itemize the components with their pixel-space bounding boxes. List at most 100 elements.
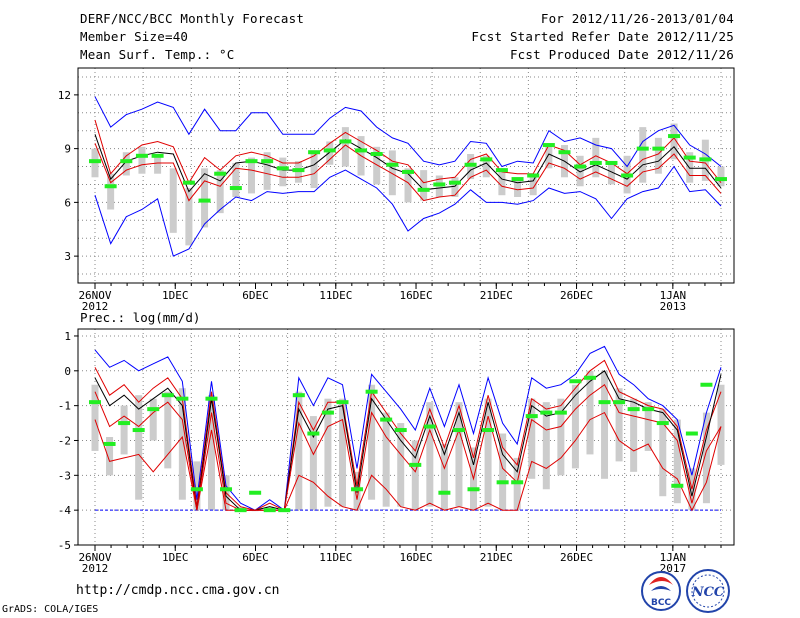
plot-frame (77, 328, 735, 546)
spread-bar (670, 123, 678, 160)
y-tick-label: -1 (58, 400, 71, 413)
spread-bar (557, 398, 565, 476)
observed-marker (249, 490, 262, 495)
observed-marker (699, 157, 712, 162)
observed-marker (278, 508, 291, 513)
observed-marker (135, 153, 148, 158)
spread-bar (106, 437, 114, 476)
observed-marker (668, 134, 681, 139)
observed-marker (482, 428, 495, 433)
y-tick-label: 0 (64, 365, 71, 378)
observed-marker (89, 400, 101, 405)
spread-bar (138, 146, 146, 174)
plot-frame (77, 67, 735, 284)
x-tick-label: 1JAN (660, 289, 687, 302)
observed-marker (176, 396, 189, 401)
x-tick-label: 26DEC (560, 289, 593, 302)
observed-marker (569, 379, 582, 384)
spread-bar (702, 412, 710, 504)
x-tick-label: 21DEC (480, 551, 513, 564)
observed-marker (496, 480, 509, 485)
spread-bar (338, 398, 346, 507)
observed-marker (104, 184, 117, 189)
spread-bar (120, 405, 128, 455)
x-tick-label: 21DEC (480, 289, 513, 302)
spread-bar (717, 384, 725, 465)
spread-bar (717, 166, 725, 187)
bcc-logo-text: BCC (651, 598, 671, 608)
y-tick-label: 1 (64, 330, 71, 343)
series-upper-line (94, 119, 722, 184)
spread-bar (514, 177, 522, 197)
observed-marker (627, 407, 640, 412)
spread-bar (659, 409, 667, 497)
series-lower-line (94, 383, 722, 511)
spread-bar (654, 137, 662, 174)
observed-marker (656, 421, 669, 426)
observed-marker (120, 159, 133, 164)
spread-bar (248, 157, 255, 194)
observed-marker (214, 171, 227, 176)
chart-title: DERF/NCC/BCC Monthly Forecast (80, 11, 305, 26)
series-max-line (94, 96, 722, 168)
grads-credit: GrADS: COLA/IGES (2, 604, 99, 615)
observed-marker (464, 162, 477, 167)
spread-bar (341, 127, 349, 167)
observed-marker (700, 382, 713, 387)
observed-marker (480, 157, 493, 162)
observed-marker (636, 146, 649, 151)
y-tick-label: -5 (58, 539, 71, 552)
x-tick-year-label: 2012 (82, 562, 109, 575)
x-tick-label: 16DEC (399, 551, 432, 564)
spread-bar (135, 395, 143, 500)
spread-bar (576, 155, 584, 187)
y-tick-label: -4 (58, 504, 72, 517)
observed-marker (495, 168, 508, 173)
observed-marker (89, 159, 101, 164)
series-max-line (94, 345, 722, 512)
observed-marker (307, 431, 320, 436)
observed-marker (321, 410, 334, 415)
spread-bar (207, 395, 215, 511)
spread-bar (326, 141, 334, 165)
spread-bar (411, 440, 419, 511)
observed-marker (448, 180, 461, 185)
spread-bar (169, 168, 177, 233)
observed-marker (229, 186, 242, 191)
x-tick-label: 1DEC (162, 289, 189, 302)
spread-bar (279, 157, 287, 187)
observed-marker (583, 375, 596, 380)
spread-bar (263, 152, 271, 190)
observed-marker (605, 160, 618, 165)
precip-title: Prec.: log(mm/d) (80, 310, 200, 325)
observed-marker (370, 152, 383, 156)
logos: BCC NCC (641, 569, 730, 613)
x-tick-year-label: 2012 (82, 300, 109, 313)
fcst-produced-date: Fcst Produced Date 2012/11/26 (509, 47, 734, 62)
variable-label: Mean Surf. Temp.: °C (80, 47, 235, 62)
spread-bar (368, 384, 376, 500)
spread-bar (397, 423, 405, 507)
observed-marker (574, 164, 587, 169)
spread-bar (295, 391, 303, 511)
observed-marker (355, 148, 368, 153)
observed-marker (438, 490, 451, 495)
spread-bar (310, 150, 318, 189)
spread-bar (404, 168, 412, 203)
spread-bar (185, 188, 193, 246)
observed-marker (263, 508, 276, 513)
spread-bar (499, 433, 507, 511)
observed-marker (220, 487, 233, 492)
fcst-started-date: Fcst Started Refer Date 2012/11/25 (471, 29, 734, 44)
observed-marker (276, 166, 289, 171)
spread-bar (545, 143, 553, 169)
series-min-line (94, 165, 722, 257)
observed-marker (190, 487, 203, 492)
spread-bar (178, 388, 186, 500)
source-url[interactable]: http://cmdp.ncc.cma.gov.cn (76, 583, 280, 598)
series-min-line (94, 411, 722, 512)
spread-bar (542, 402, 550, 490)
x-tick-label: 26NOV (78, 289, 111, 302)
observed-marker (715, 177, 727, 182)
observed-marker (452, 428, 465, 433)
